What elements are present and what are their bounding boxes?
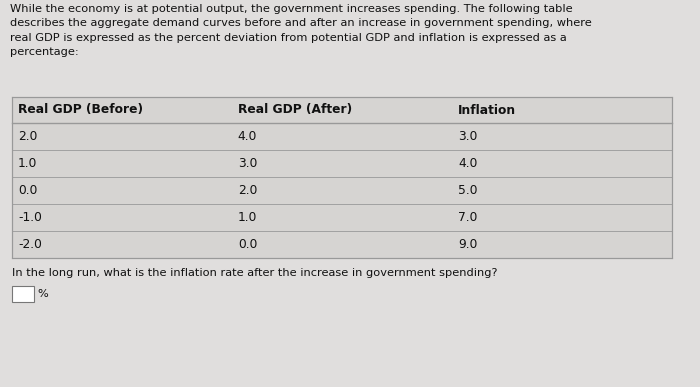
Text: Real GDP (After): Real GDP (After): [238, 103, 352, 116]
Text: 7.0: 7.0: [458, 211, 477, 224]
Text: 3.0: 3.0: [458, 130, 477, 143]
Bar: [12, 286, 34, 302]
Text: 9.0: 9.0: [458, 238, 477, 251]
Text: While the economy is at potential output, the government increases spending. The: While the economy is at potential output…: [10, 4, 591, 57]
Text: 3.0: 3.0: [238, 157, 257, 170]
Text: In the long run, what is the inflation rate after the increase in government spe: In the long run, what is the inflation r…: [12, 268, 498, 278]
Text: 0.0: 0.0: [18, 184, 37, 197]
Text: %: %: [37, 289, 48, 299]
Text: 2.0: 2.0: [238, 184, 257, 197]
Text: -1.0: -1.0: [18, 211, 42, 224]
Text: 4.0: 4.0: [238, 130, 257, 143]
Text: 2.0: 2.0: [18, 130, 37, 143]
Text: 5.0: 5.0: [458, 184, 477, 197]
Text: Real GDP (Before): Real GDP (Before): [18, 103, 143, 116]
Text: 1.0: 1.0: [238, 211, 257, 224]
Text: 1.0: 1.0: [18, 157, 37, 170]
Bar: [12, 97, 672, 258]
Text: Inflation: Inflation: [458, 103, 517, 116]
Text: -2.0: -2.0: [18, 238, 42, 251]
Text: 0.0: 0.0: [238, 238, 257, 251]
Text: 4.0: 4.0: [458, 157, 477, 170]
